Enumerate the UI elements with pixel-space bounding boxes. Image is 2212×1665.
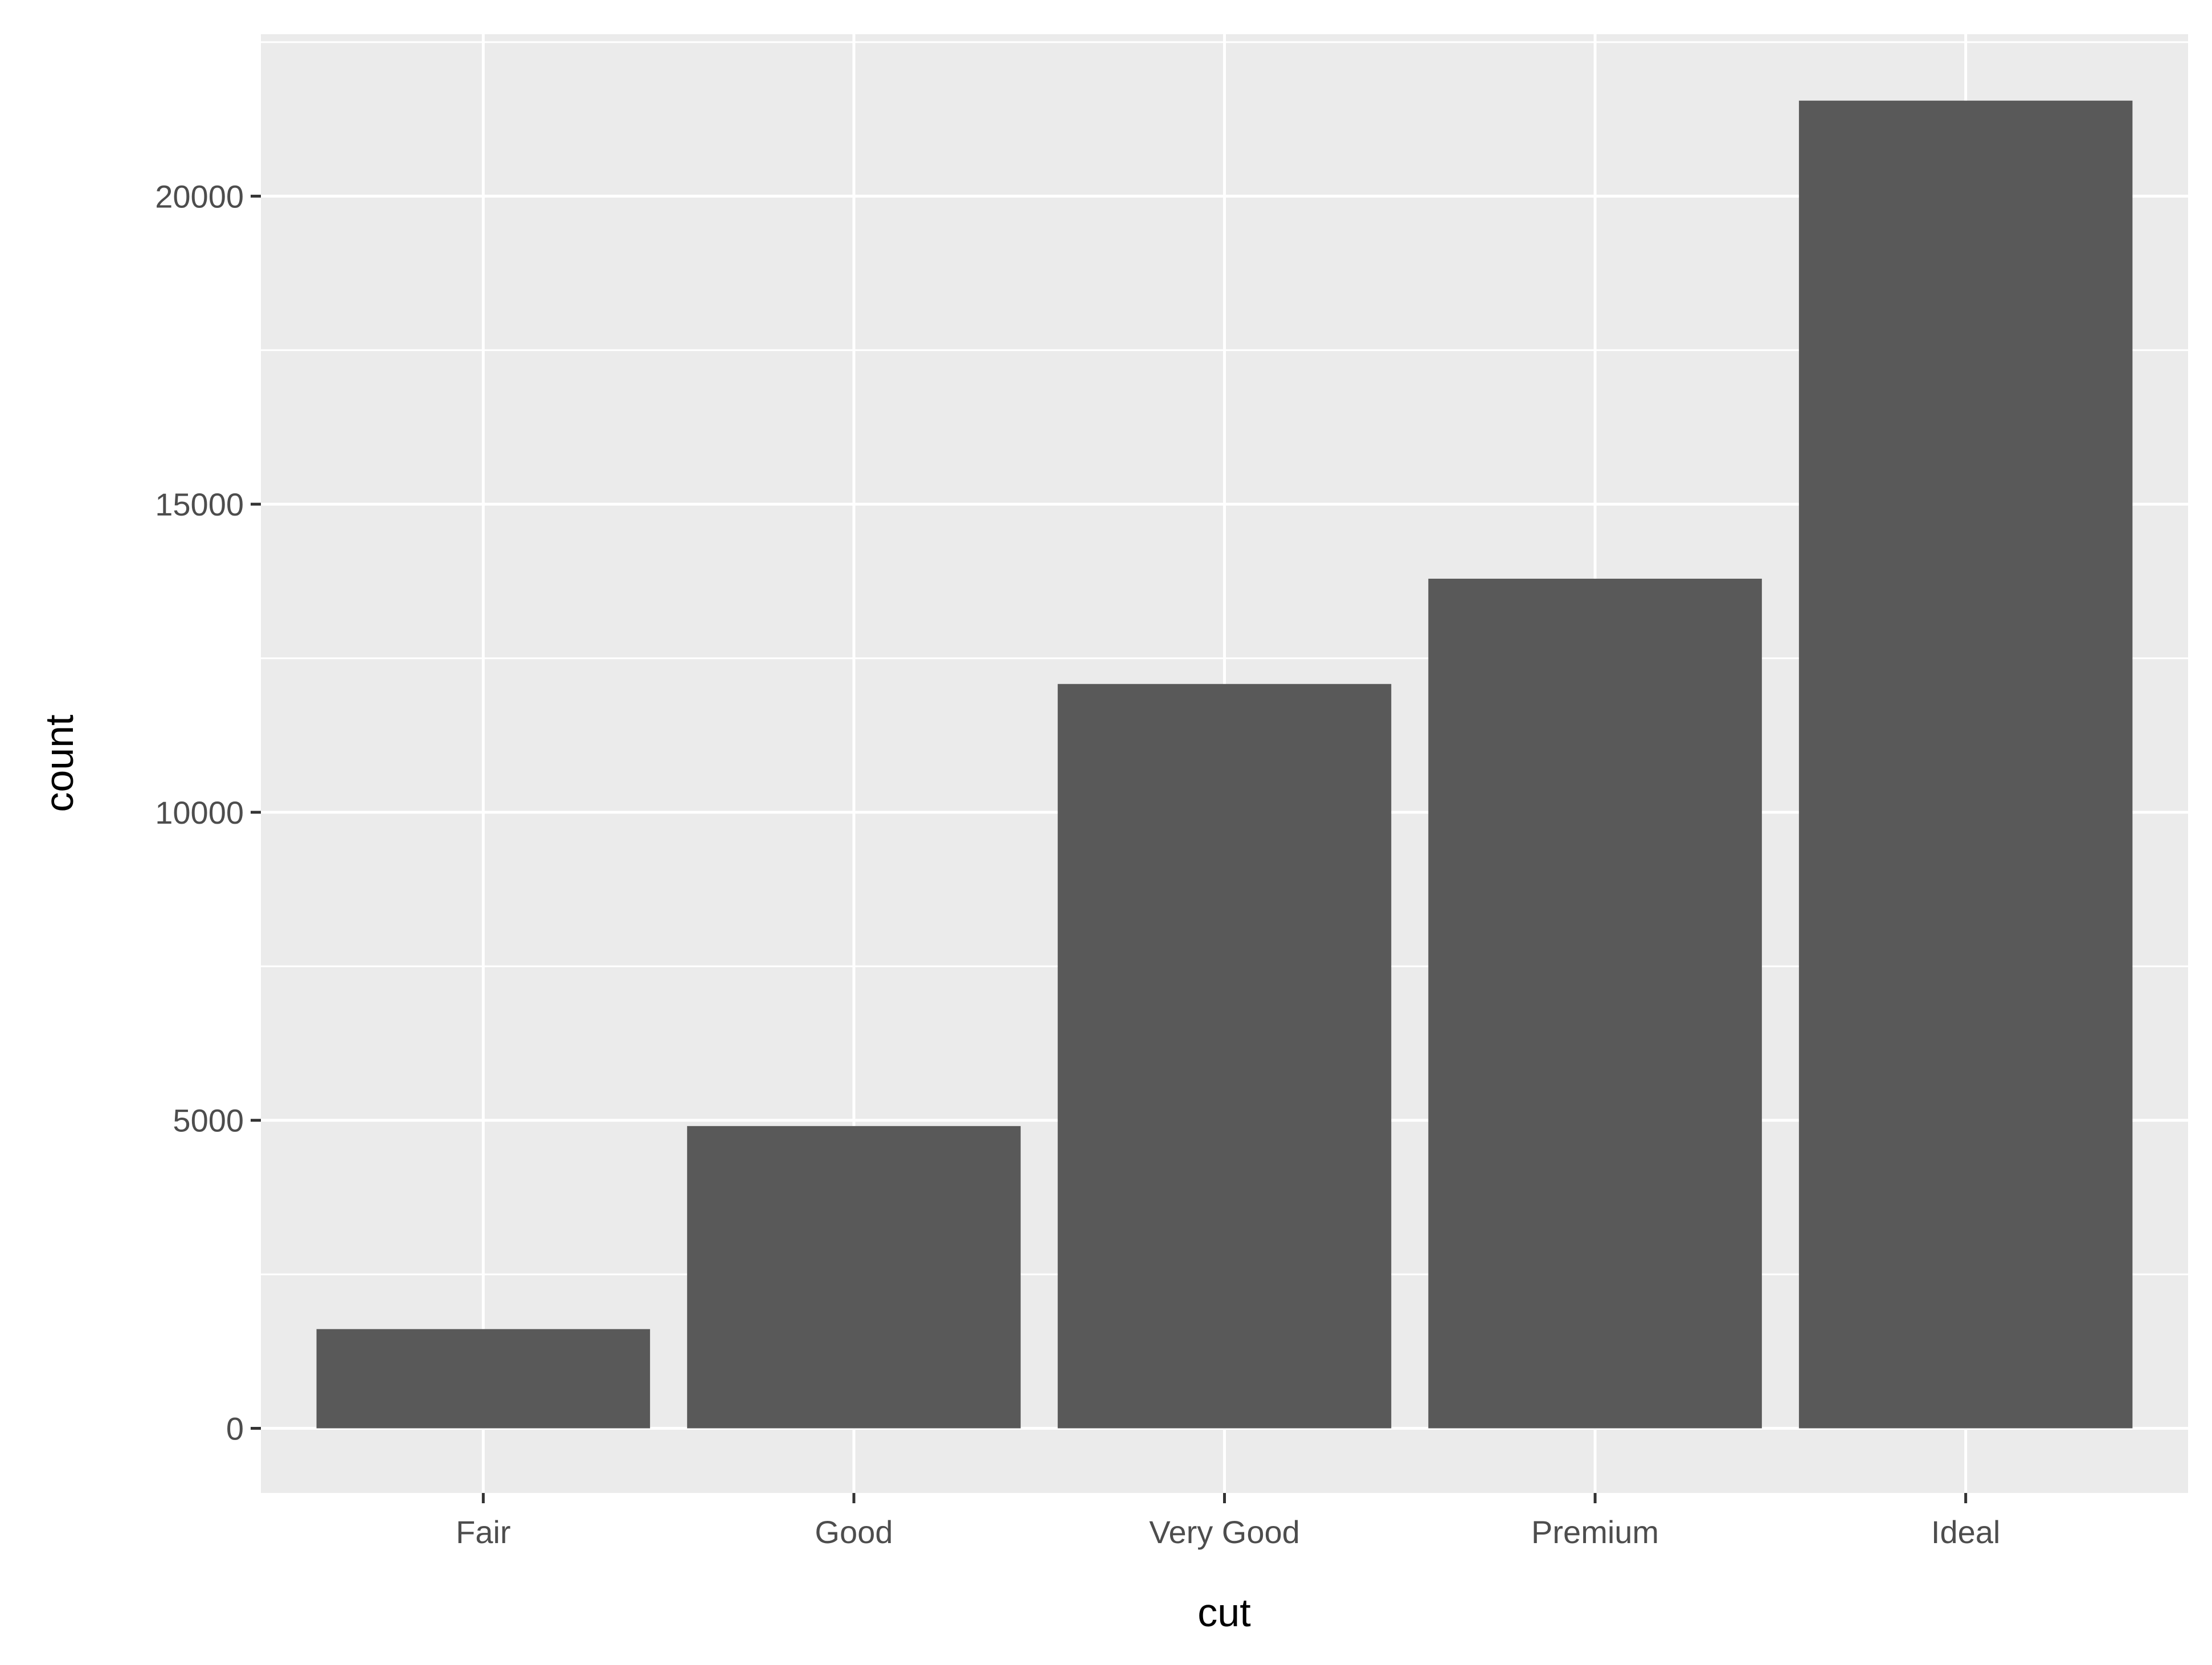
y-axis-title: count	[37, 714, 81, 812]
bar-very-good	[1057, 684, 1392, 1429]
y-tick-label: 15000	[155, 486, 244, 522]
bar-fair	[316, 1329, 651, 1429]
x-axis-title: cut	[1197, 1590, 1250, 1635]
y-tick-label: 20000	[155, 178, 244, 214]
x-tick-label: Fair	[456, 1514, 510, 1550]
bar-ideal	[1798, 100, 2133, 1429]
x-tick-label: Good	[815, 1514, 893, 1550]
x-tick-label: Ideal	[1931, 1514, 2000, 1550]
bar-premium	[1428, 578, 1762, 1429]
x-tick-label: Very Good	[1149, 1514, 1300, 1550]
x-tick-label: Premium	[1531, 1514, 1659, 1550]
y-tick-label: 5000	[173, 1103, 244, 1139]
y-tick-label: 0	[226, 1410, 244, 1446]
y-tick-label: 10000	[155, 795, 244, 831]
bar-good	[687, 1126, 1021, 1429]
